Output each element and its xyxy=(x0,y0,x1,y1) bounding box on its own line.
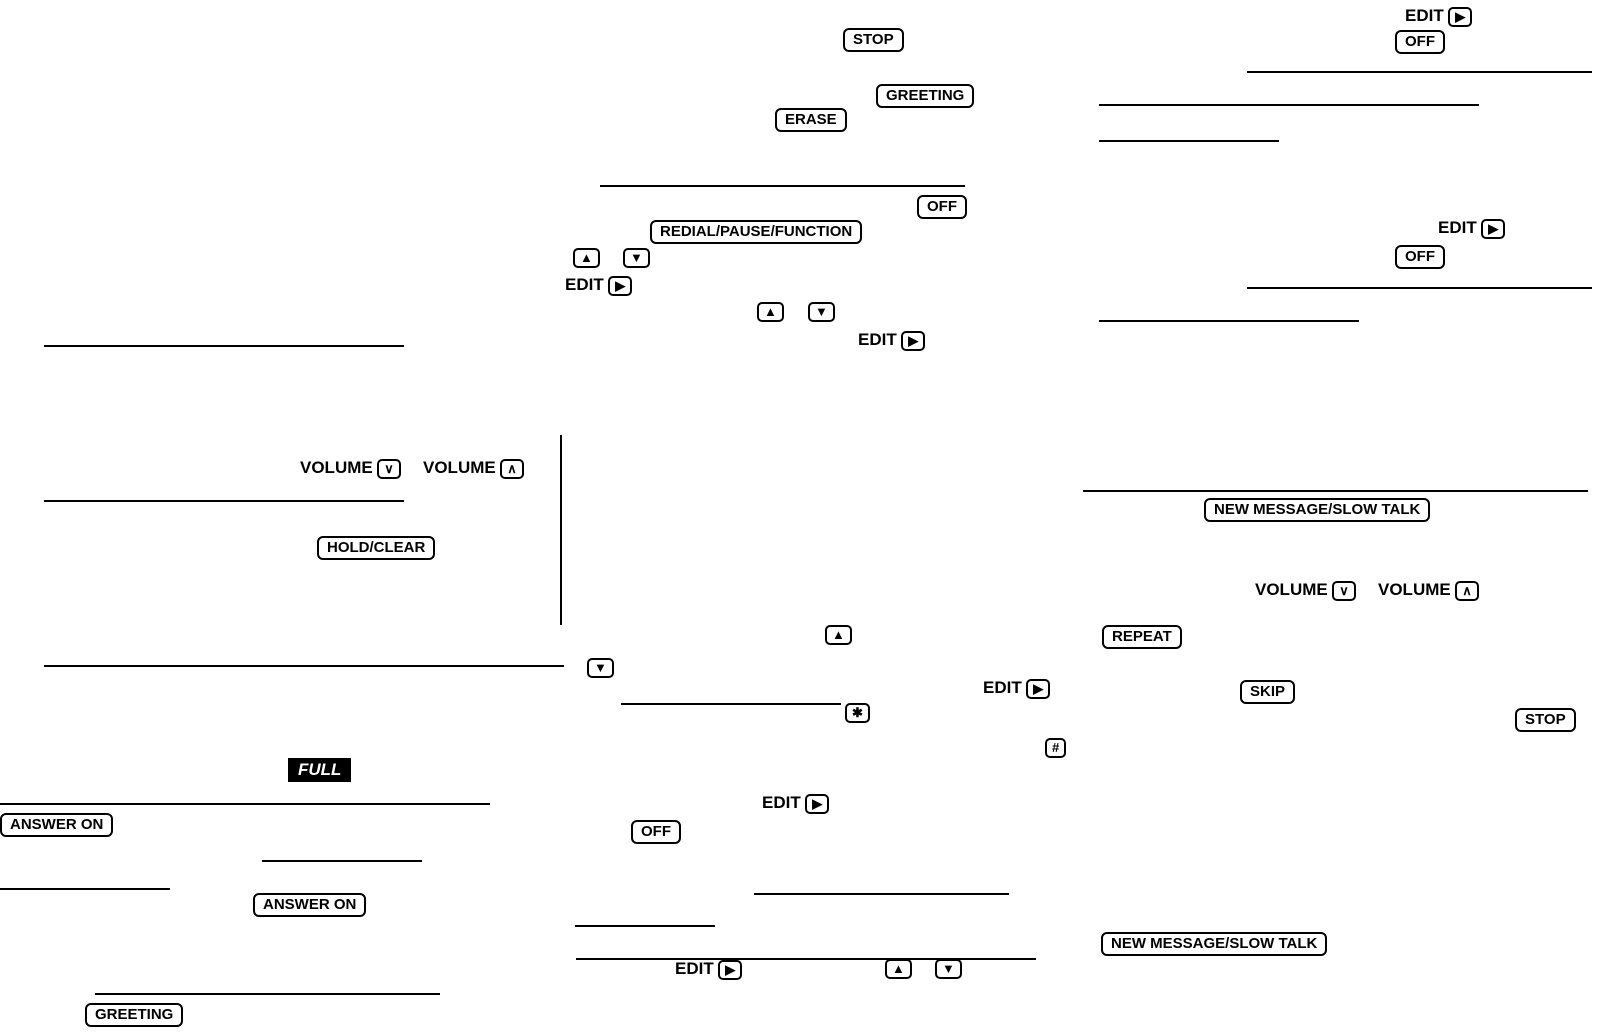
new-message-slow-talk-button[interactable]: NEW MESSAGE/SLOW TALK xyxy=(1204,498,1430,522)
new-message-slow-talk-button[interactable]: NEW MESSAGE/SLOW TALK xyxy=(1101,932,1327,956)
skip-button[interactable]: SKIP xyxy=(1240,680,1295,704)
edit-label: EDIT xyxy=(762,793,801,812)
hash-button[interactable]: # xyxy=(1045,738,1066,758)
hold-clear-button[interactable]: HOLD/CLEAR xyxy=(317,536,435,560)
edit-label: EDIT xyxy=(1438,218,1477,237)
volume-label: VOLUME xyxy=(300,458,373,477)
edit-label: EDIT xyxy=(858,330,897,349)
up-arrow-icon[interactable]: ▲ xyxy=(825,625,852,645)
erase-button[interactable]: ERASE xyxy=(775,108,847,132)
volume-down-icon[interactable]: ∨ xyxy=(377,459,401,479)
divider xyxy=(1083,490,1588,492)
divider xyxy=(560,435,562,625)
answer-on-button[interactable]: ANSWER ON xyxy=(253,893,366,917)
up-arrow-icon[interactable]: ▲ xyxy=(757,302,784,322)
greeting-button[interactable]: GREETING xyxy=(876,84,974,108)
off-button[interactable]: OFF xyxy=(631,820,681,844)
down-arrow-icon[interactable]: ▼ xyxy=(623,248,650,268)
volume-label: VOLUME xyxy=(1378,580,1451,599)
down-arrow-icon[interactable]: ▼ xyxy=(808,302,835,322)
divider xyxy=(621,703,841,705)
divider xyxy=(576,958,1036,960)
full-badge: FULL xyxy=(288,758,351,782)
divider xyxy=(1099,104,1479,106)
edit-label: EDIT xyxy=(983,678,1022,697)
edit-label: EDIT xyxy=(1405,6,1444,25)
divider xyxy=(95,993,440,995)
volume-up-icon[interactable]: ∧ xyxy=(500,459,524,479)
play-right-icon[interactable]: ▶ xyxy=(1481,219,1505,239)
divider xyxy=(44,345,404,347)
up-arrow-icon[interactable]: ▲ xyxy=(885,959,912,979)
divider xyxy=(575,925,715,927)
volume-label: VOLUME xyxy=(1255,580,1328,599)
off-button[interactable]: OFF xyxy=(1395,245,1445,269)
divider xyxy=(1099,320,1359,322)
down-arrow-icon[interactable]: ▼ xyxy=(935,959,962,979)
greeting-button[interactable]: GREETING xyxy=(85,1003,183,1027)
divider xyxy=(0,803,490,805)
divider xyxy=(0,888,170,890)
edit-label: EDIT xyxy=(675,959,714,978)
stop-button[interactable]: STOP xyxy=(1515,708,1576,732)
up-arrow-icon[interactable]: ▲ xyxy=(573,248,600,268)
stop-button[interactable]: STOP xyxy=(843,28,904,52)
divider xyxy=(1247,287,1592,289)
answer-on-button[interactable]: ANSWER ON xyxy=(0,813,113,837)
repeat-button[interactable]: REPEAT xyxy=(1102,625,1182,649)
play-right-icon[interactable]: ▶ xyxy=(901,331,925,351)
play-right-icon[interactable]: ▶ xyxy=(1448,7,1472,27)
play-right-icon[interactable]: ▶ xyxy=(805,794,829,814)
volume-up-icon[interactable]: ∧ xyxy=(1455,581,1479,601)
divider xyxy=(600,185,965,187)
star-button[interactable]: ✱ xyxy=(845,703,870,723)
volume-label: VOLUME xyxy=(423,458,496,477)
divider xyxy=(1247,71,1592,73)
divider xyxy=(754,893,1009,895)
divider xyxy=(1099,140,1279,142)
play-right-icon[interactable]: ▶ xyxy=(718,960,742,980)
down-arrow-icon[interactable]: ▼ xyxy=(587,658,614,678)
edit-label: EDIT xyxy=(565,275,604,294)
play-right-icon[interactable]: ▶ xyxy=(1026,679,1050,699)
volume-down-icon[interactable]: ∨ xyxy=(1332,581,1356,601)
divider xyxy=(262,860,422,862)
off-button[interactable]: OFF xyxy=(1395,30,1445,54)
play-right-icon[interactable]: ▶ xyxy=(608,276,632,296)
divider xyxy=(44,665,564,667)
redial-pause-function-button[interactable]: REDIAL/PAUSE/FUNCTION xyxy=(650,220,862,244)
off-button[interactable]: OFF xyxy=(917,195,967,219)
divider xyxy=(44,500,404,502)
